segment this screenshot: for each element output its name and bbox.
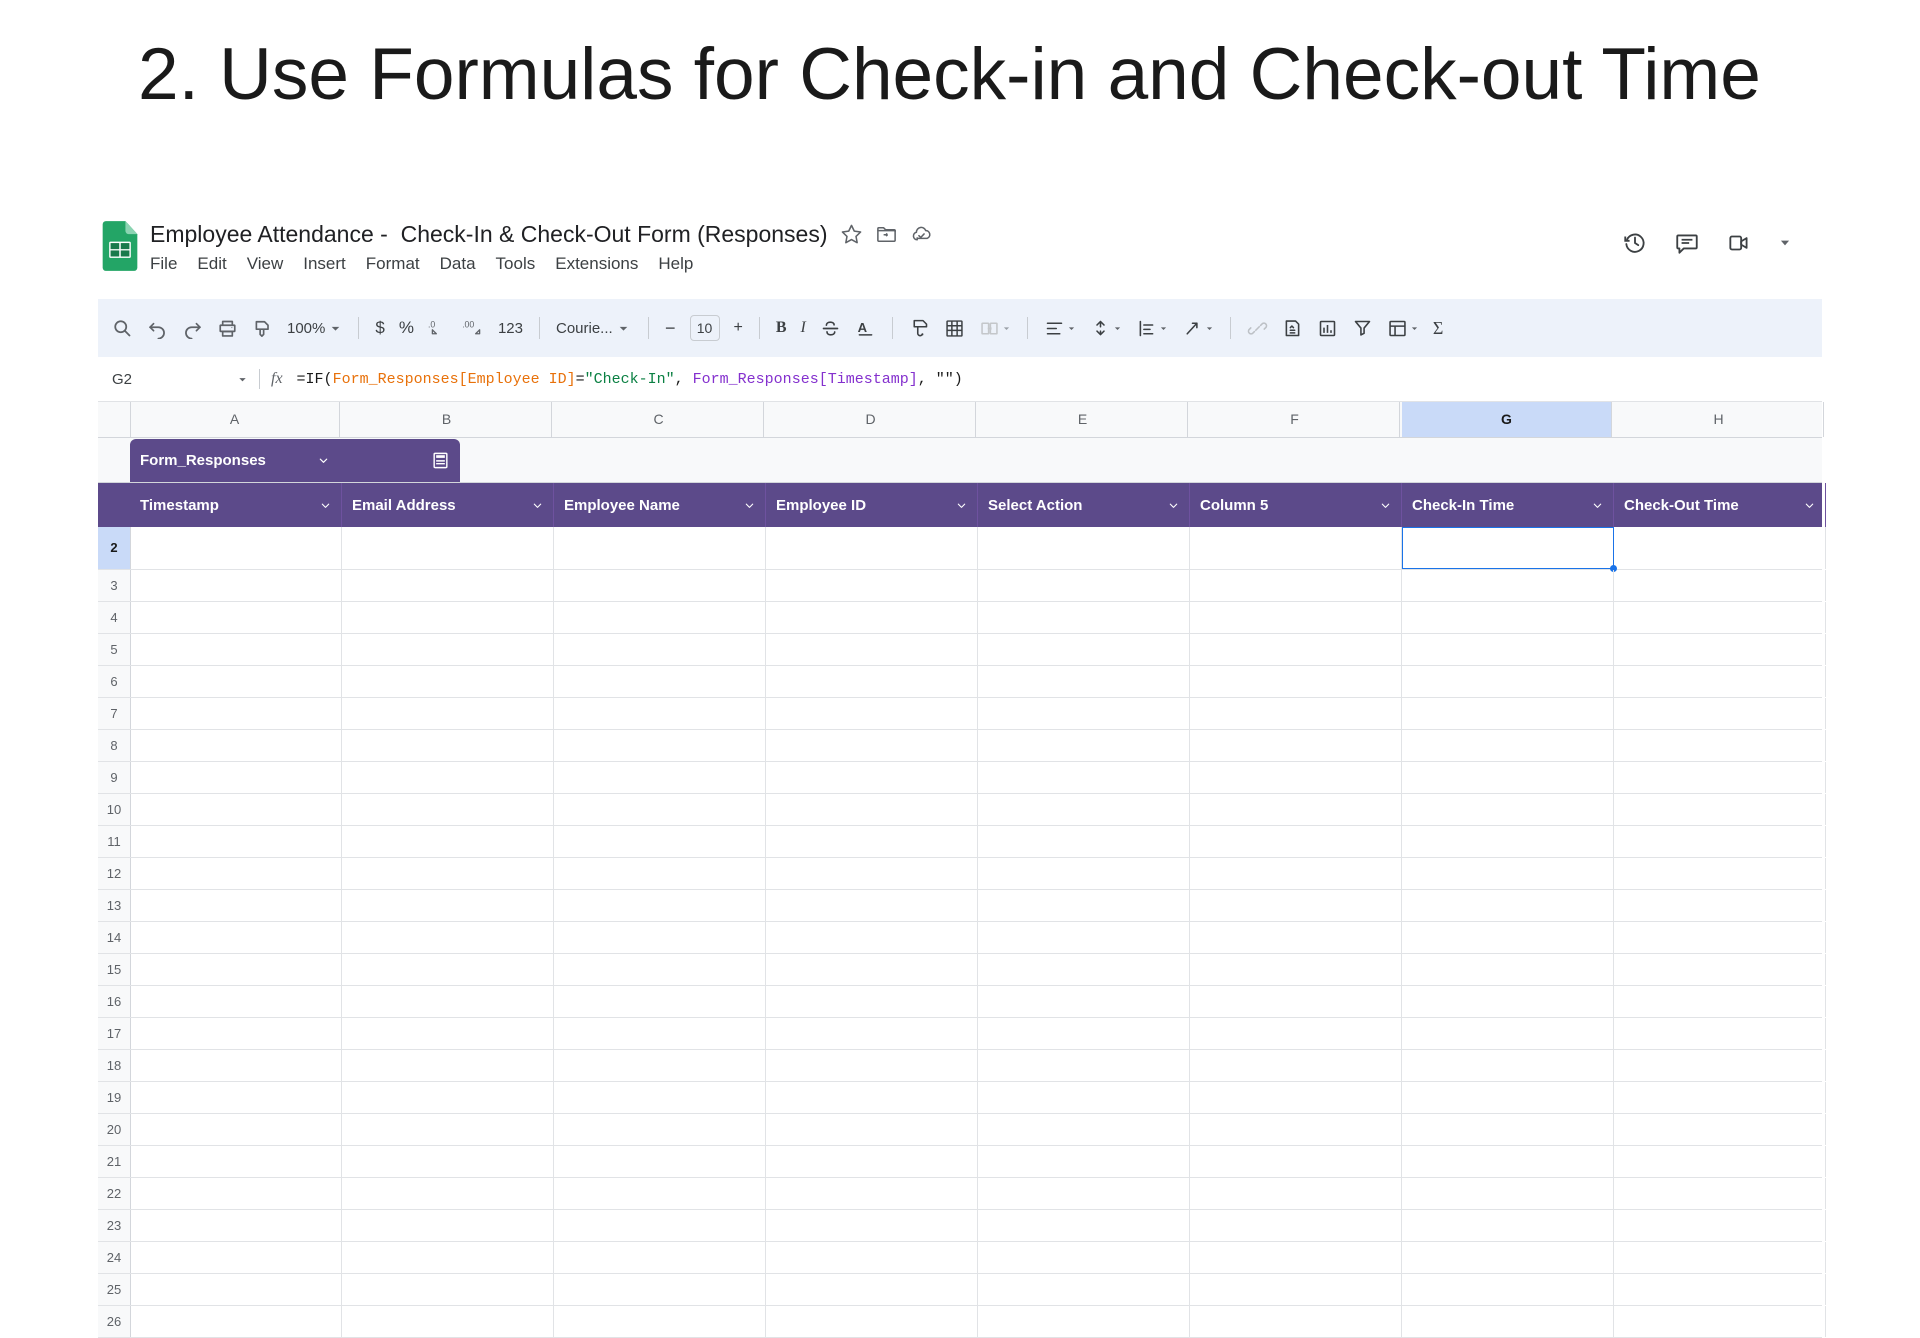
svg-text:.0: .0 [428, 319, 435, 329]
svg-text:A: A [857, 320, 867, 335]
svg-text:.00: .00 [463, 319, 474, 329]
